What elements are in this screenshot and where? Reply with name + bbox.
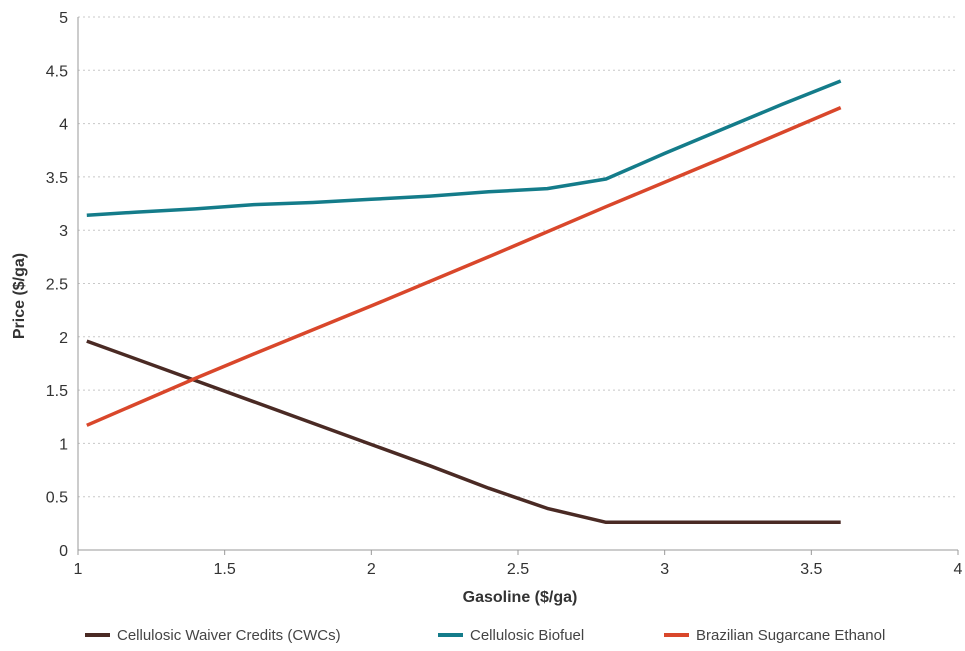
y-tick-label: 1 bbox=[59, 436, 68, 453]
gridlines bbox=[78, 16, 958, 498]
x-tick-label: 1.5 bbox=[214, 561, 236, 578]
x-tick-label: 2 bbox=[367, 561, 376, 578]
y-tick-label: 4.5 bbox=[46, 63, 68, 80]
y-tick-label: 2 bbox=[59, 330, 68, 347]
y-tick-label: 1.5 bbox=[46, 383, 68, 400]
y-tick-labels: 0 0.5 1 1.5 2 2.5 3 3.5 4 4.5 5 bbox=[46, 10, 68, 560]
y-tick-label: 2.5 bbox=[46, 277, 68, 294]
x-tick-label: 2.5 bbox=[507, 561, 529, 578]
x-tick-label: 3.5 bbox=[800, 561, 822, 578]
legend-label: Cellulosic Biofuel bbox=[470, 627, 584, 644]
axes bbox=[77, 17, 959, 555]
legend-label: Brazilian Sugarcane Ethanol bbox=[696, 627, 885, 644]
series-line-3 bbox=[86, 105, 842, 427]
y-tick-label: 4 bbox=[59, 117, 68, 134]
legend: Cellulosic Waiver Credits (CWCs) Cellulos… bbox=[85, 627, 885, 644]
series-lines bbox=[86, 79, 842, 525]
y-tick-label: 5 bbox=[59, 10, 68, 27]
x-tick-label: 1 bbox=[74, 561, 83, 578]
y-tick-label: 3 bbox=[59, 223, 68, 240]
x-tick-label: 3 bbox=[660, 561, 669, 578]
x-tick-labels: 1 1.5 2 2.5 3 3.5 4 bbox=[74, 561, 963, 578]
x-tick-label: 4 bbox=[954, 561, 963, 578]
x-axis-title: Gasoline ($/ga) bbox=[463, 589, 578, 606]
y-tick-label: 3.5 bbox=[46, 170, 68, 187]
y-tick-label: 0.5 bbox=[46, 490, 68, 507]
y-tick-label: 0 bbox=[59, 543, 68, 560]
y-axis-title: Price ($/ga) bbox=[11, 253, 28, 339]
legend-label: Cellulosic Waiver Credits (CWCs) bbox=[117, 627, 341, 644]
series-line-1 bbox=[86, 339, 841, 525]
series-line-2 bbox=[86, 79, 842, 218]
